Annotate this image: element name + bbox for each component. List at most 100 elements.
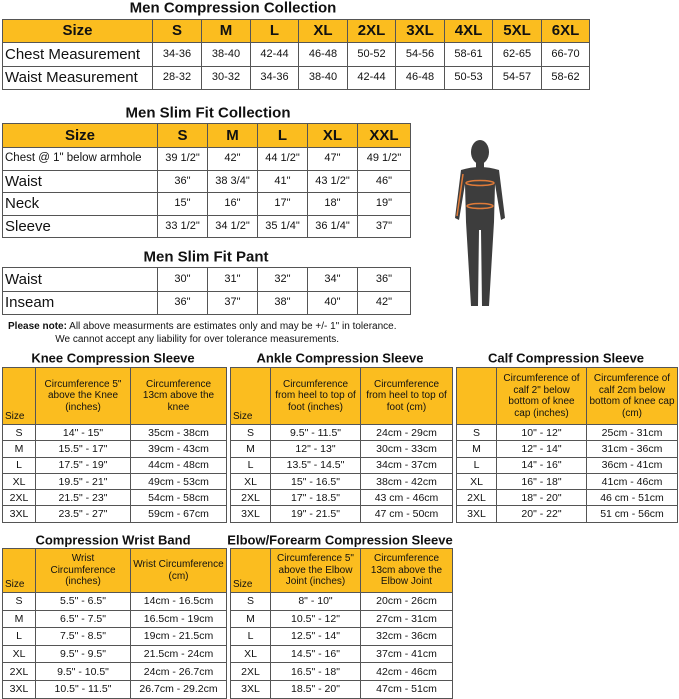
cell: 24cm - 26.7cm [130,662,227,681]
cell: 14" - 15" [35,423,131,442]
cell: 38cm - 42cm [360,472,453,491]
cell: 8" - 10" [270,592,361,611]
header-cell: M [201,19,251,43]
table-title: Calf Compression Sleeve [487,350,645,366]
header-cell: XL [298,19,348,43]
cell: 25cm - 31cm [586,423,678,442]
header-cell: Size [2,548,36,593]
cell: 21.5" - 23" [35,489,131,507]
cell: 54-56 [395,42,445,67]
cell: 19" [357,192,411,216]
cell: M [230,440,271,458]
cell: 7.5" - 8.5" [35,627,131,646]
cell: 15" [157,192,208,216]
data-row: 2XL 21.5" - 23" 54cm - 58cm [2,489,227,507]
data-row: Neck 15" 16" 17" 18" 19" [2,192,411,216]
data-row: S 5.5" - 6.5" 14cm - 16.5cm [2,592,227,611]
data-row: 3XL 23.5" - 27" 59cm - 67cm [2,505,227,523]
cell: M [2,440,36,458]
header-cell: XL [307,123,358,148]
header-cell: Wrist Circumference (cm) [130,548,227,593]
cell: 30" [157,267,208,292]
cell: 18.5" - 20" [270,679,361,699]
header-row: Circumference of calf 2" below bottom of… [456,367,678,425]
size-table: Waist 30" 31" 32" 34" 36" Inseam 36" 37" 38" 40" 42… [2,267,411,315]
header-row: Size Wrist Circumference (inches) Wrist Ci… [2,548,227,593]
header-cell: Size [2,123,158,148]
note-label: Please note: [8,321,67,332]
cell: S [230,592,271,611]
cell: 2XL [456,489,497,507]
data-row: Waist 30" 31" 32" 34" 36" [2,267,411,292]
data-row: Waist Measurement 28-32 30-32 34-36 38-40 42-… [2,65,590,90]
cell: 47cm - 51cm [360,679,453,699]
header-cell: Wrist Circumference (inches) [35,548,131,593]
data-row: S 8" - 10" 20cm - 26cm [230,592,453,611]
data-row: XL 19.5" - 21" 49cm - 53cm [2,472,227,491]
cell: 17" [257,192,308,216]
cell: L [2,627,36,646]
cell: 38 3/4" [207,169,258,193]
cell: S [2,423,36,442]
cell: 3XL [2,505,36,523]
cell: 38-40 [201,42,251,67]
cell: 58-62 [541,65,590,90]
cell: L [2,456,36,474]
cell: XL [456,472,497,491]
cell: 9.5" - 10.5" [35,662,131,681]
cell: Chest @ 1" below armhole [2,147,158,171]
cell: 2XL [230,489,271,507]
cell: 19cm - 21.5cm [130,627,227,646]
cell: 62-65 [492,42,542,67]
cell: 5.5" - 6.5" [35,592,131,611]
data-row: Waist 36" 38 3/4" 41" 43 1/2" 46" [2,169,411,193]
data-row: S 14" - 15" 35cm - 38cm [2,423,227,442]
table-title: Men Slim Fit Pant [143,248,269,266]
cell: 2XL [2,662,36,681]
data-row: XL 15" - 16.5" 38cm - 42cm [230,472,453,491]
cell: 51 cm - 56cm [586,505,678,523]
size-table: Size Circumference from heel to top of fo… [230,367,453,523]
header-row: Size S M L XL 2XL 3XL 4XL 5XL 6XL [2,19,590,43]
cell: Chest Measurement [2,42,153,67]
cell: 54cm - 58cm [130,489,227,507]
cell: 26.7cm - 29.2cm [130,679,227,699]
cell: 40" [307,290,358,315]
cell: 30-32 [201,65,251,90]
cell: 46" [357,169,411,193]
cell: 15.5" - 17" [35,440,131,458]
header-row: Size Circumference from heel to top of fo… [230,367,453,425]
cell: 32" [257,267,308,292]
cell: 42" [207,147,258,171]
cell: 31" [207,267,258,292]
data-row: L 17.5" - 19" 44cm - 48cm [2,456,227,474]
header-cell: S [157,123,208,148]
data-row: L 12.5" - 14" 32cm - 36cm [230,627,453,646]
data-row: S 9.5" - 11.5" 24cm - 29cm [230,423,453,442]
header-cell: Circumference 5" above the Elbow Joint (… [270,548,361,593]
table-title: Elbow/Forearm Compression Sleeve [227,532,453,548]
note: Please note: All above measurments are e… [8,320,396,346]
header-cell [456,367,497,425]
cell: 30cm - 33cm [360,440,453,458]
data-row: M 10.5" - 12" 27cm - 31cm [230,609,453,629]
cell: 46-48 [395,65,445,90]
cell: 43 cm - 46cm [360,489,453,507]
data-row: Chest @ 1" below armhole 39 1/2" 42" 44 1/2… [2,147,411,171]
cell: 44cm - 48cm [130,456,227,474]
cell: 16.5cm - 19cm [130,609,227,629]
cell: Neck [2,192,158,216]
data-row: Inseam 36" 37" 38" 40" 42" [2,290,411,315]
data-row: 3XL 10.5" - 11.5" 26.7cm - 29.2cm [2,679,227,699]
cell: L [456,456,497,474]
cell: 34-36 [250,65,299,90]
cell: 35cm - 38cm [130,423,227,442]
header-cell: 6XL [541,19,590,43]
cell: 3XL [2,679,36,699]
data-row: 2XL 9.5" - 10.5" 24cm - 26.7cm [2,662,227,681]
cell: M [456,440,497,458]
size-table: Size Wrist Circumference (inches) Wrist Ci… [2,548,227,699]
data-row: L 13.5" - 14.5" 34cm - 37cm [230,456,453,474]
data-row: XL 16" - 18" 41cm - 46cm [456,472,678,491]
cell: 36" [157,290,208,315]
